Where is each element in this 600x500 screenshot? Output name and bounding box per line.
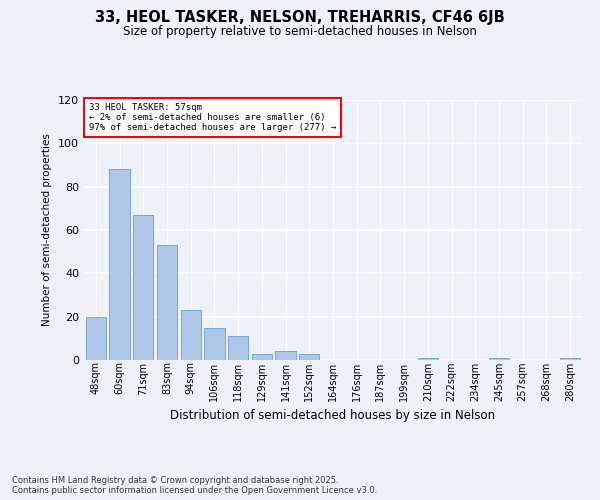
Bar xyxy=(299,354,319,360)
Text: Size of property relative to semi-detached houses in Nelson: Size of property relative to semi-detach… xyxy=(123,24,477,38)
Bar xyxy=(86,316,106,360)
Bar xyxy=(252,354,272,360)
Bar xyxy=(418,358,438,360)
Text: 33 HEOL TASKER: 57sqm
← 2% of semi-detached houses are smaller (6)
97% of semi-d: 33 HEOL TASKER: 57sqm ← 2% of semi-detac… xyxy=(89,102,336,132)
Bar xyxy=(157,245,177,360)
Bar xyxy=(109,170,130,360)
Y-axis label: Number of semi-detached properties: Number of semi-detached properties xyxy=(43,134,52,326)
Bar xyxy=(205,328,224,360)
Bar xyxy=(181,310,201,360)
Text: 33, HEOL TASKER, NELSON, TREHARRIS, CF46 6JB: 33, HEOL TASKER, NELSON, TREHARRIS, CF46… xyxy=(95,10,505,25)
Bar xyxy=(275,352,296,360)
X-axis label: Distribution of semi-detached houses by size in Nelson: Distribution of semi-detached houses by … xyxy=(170,409,496,422)
Bar xyxy=(560,358,580,360)
Bar xyxy=(489,358,509,360)
Bar xyxy=(133,215,154,360)
Bar xyxy=(228,336,248,360)
Text: Contains HM Land Registry data © Crown copyright and database right 2025.
Contai: Contains HM Land Registry data © Crown c… xyxy=(12,476,377,495)
